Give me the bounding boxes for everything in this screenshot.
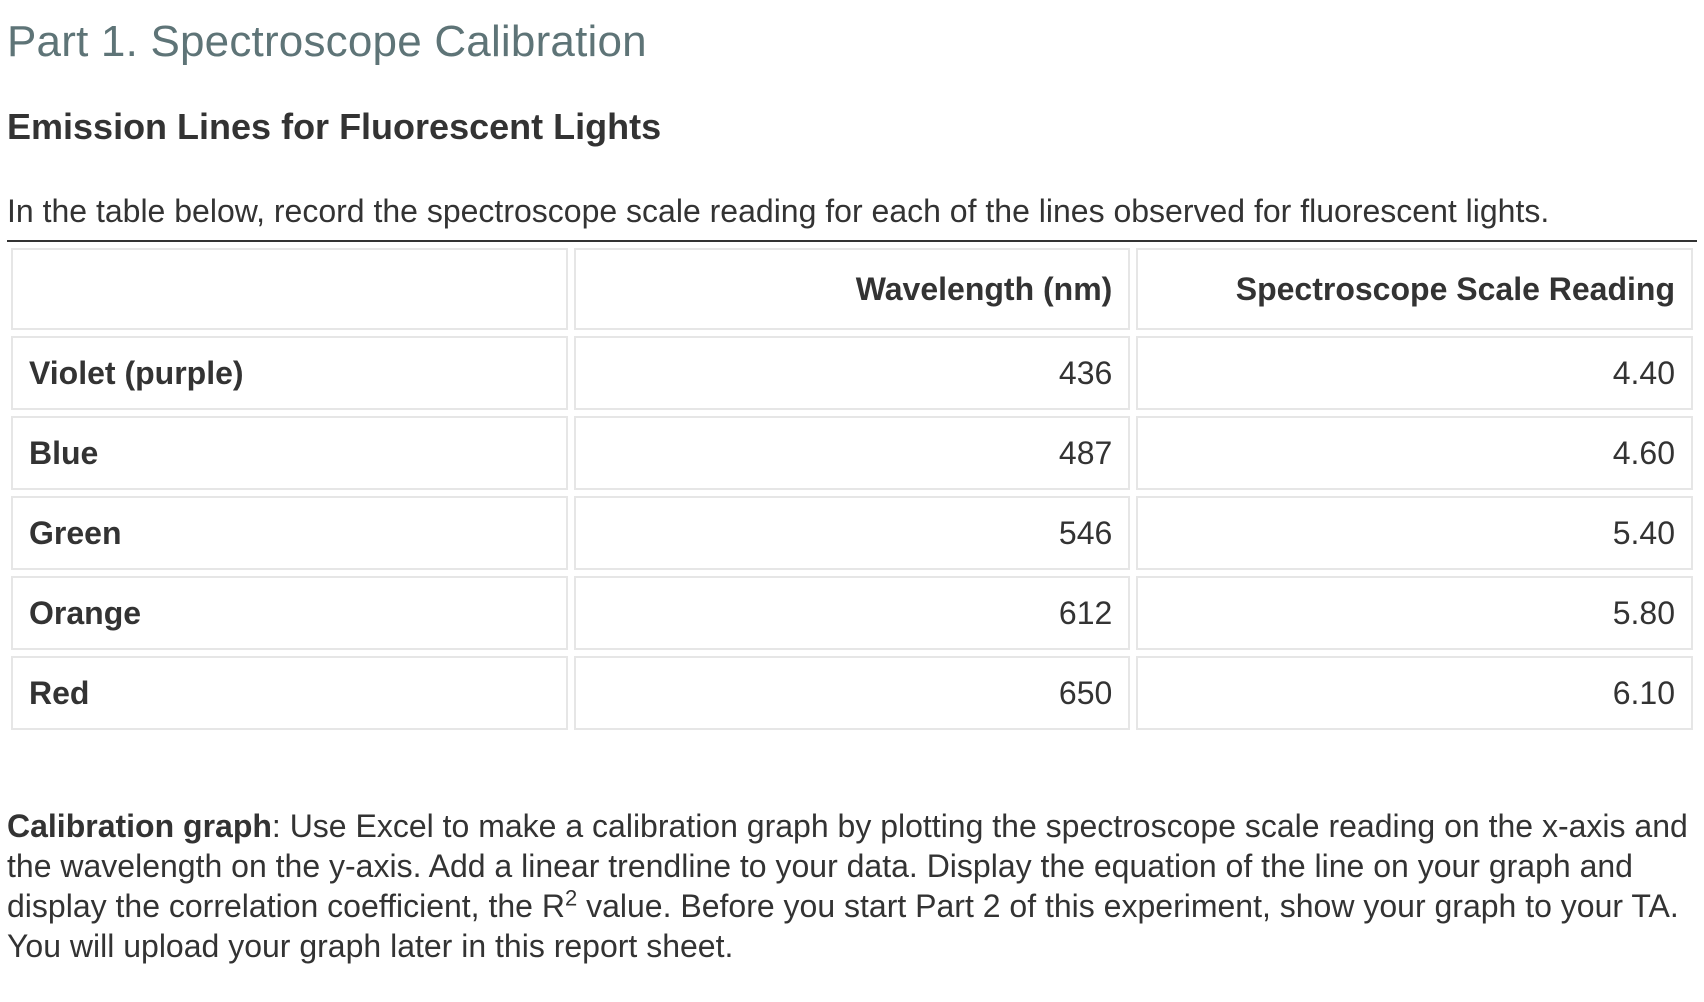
calibration-text-part1: : Use Excel to make a calibration graph … [7, 808, 1688, 924]
row-label-blue: Blue [11, 416, 568, 490]
calibration-label: Calibration graph [7, 808, 272, 844]
row-label-violet: Violet (purple) [11, 336, 568, 410]
wavelength-cell[interactable]: 546 [573, 496, 1131, 570]
superscript-two: 2 [564, 885, 578, 911]
table-row: Red 650 6.10 [11, 656, 1693, 730]
page-title: Part 1. Spectroscope Calibration [7, 17, 647, 66]
wavelength-cell[interactable]: 487 [573, 416, 1131, 490]
header-cell-wavelength: Wavelength (nm) [573, 248, 1131, 330]
table-header-row: Wavelength (nm) Spectroscope Scale Readi… [11, 248, 1693, 330]
wavelength-cell[interactable]: 436 [573, 336, 1131, 410]
table-row: Green 546 5.40 [11, 496, 1693, 570]
table-row: Orange 612 5.80 [11, 576, 1693, 650]
header-cell-scale-reading: Spectroscope Scale Reading [1136, 248, 1693, 330]
row-label-green: Green [11, 496, 568, 570]
scale-reading-cell[interactable]: 4.60 [1136, 416, 1693, 490]
calibration-text-part2: value. Before you start Part 2 of this e… [7, 888, 1679, 964]
calibration-instructions: Calibration graph: Use Excel to make a c… [7, 806, 1697, 966]
header-cell-color [11, 248, 568, 330]
wavelength-cell[interactable]: 650 [573, 656, 1131, 730]
report-page: Part 1. Spectroscope Calibration Emissio… [7, 0, 1697, 966]
section-heading: Emission Lines for Fluorescent Lights [7, 106, 662, 147]
emission-lines-table: Wavelength (nm) Spectroscope Scale Readi… [5, 242, 1699, 736]
row-label-orange: Orange [11, 576, 568, 650]
scale-reading-cell[interactable]: 5.40 [1136, 496, 1693, 570]
table-row: Violet (purple) 436 4.40 [11, 336, 1693, 410]
scale-reading-cell[interactable]: 6.10 [1136, 656, 1693, 730]
row-label-red: Red [11, 656, 568, 730]
table-instructions: In the table below, record the spectrosc… [7, 192, 1697, 242]
wavelength-cell[interactable]: 612 [573, 576, 1131, 650]
scale-reading-cell[interactable]: 4.40 [1136, 336, 1693, 410]
table-row: Blue 487 4.60 [11, 416, 1693, 490]
scale-reading-cell[interactable]: 5.80 [1136, 576, 1693, 650]
